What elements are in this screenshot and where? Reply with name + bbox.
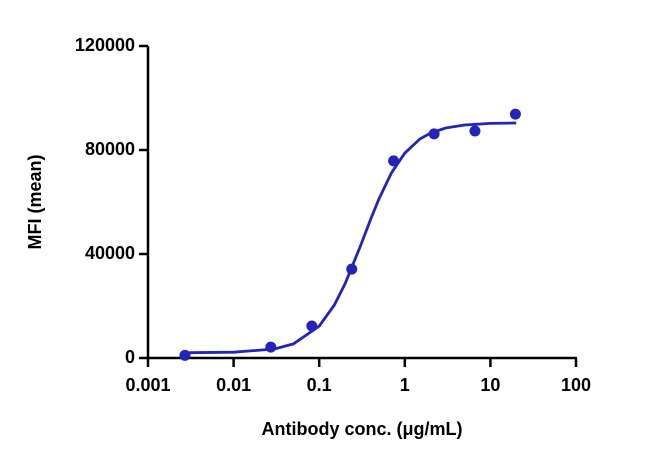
x-tick-label: 0.001 [125, 375, 170, 395]
data-point [509, 108, 521, 120]
x-tick-label: 10 [480, 375, 500, 395]
data-point [179, 349, 191, 361]
y-tick-label: 0 [125, 347, 135, 367]
data-point [469, 125, 481, 137]
y-tick-label: 40000 [85, 243, 135, 263]
fit-curve [188, 121, 517, 355]
x-tick-label: 0.1 [307, 375, 332, 395]
y-axis-label: MFI (mean) [25, 154, 45, 249]
x-tick-label: 1 [400, 375, 410, 395]
y-tick-label: 120000 [75, 35, 135, 55]
x-axis-label: Antibody conc. (μg/mL) [262, 419, 463, 439]
x-tick-label: 100 [561, 375, 591, 395]
y-tick-label: 80000 [85, 139, 135, 159]
x-tick-label: 0.01 [216, 375, 251, 395]
